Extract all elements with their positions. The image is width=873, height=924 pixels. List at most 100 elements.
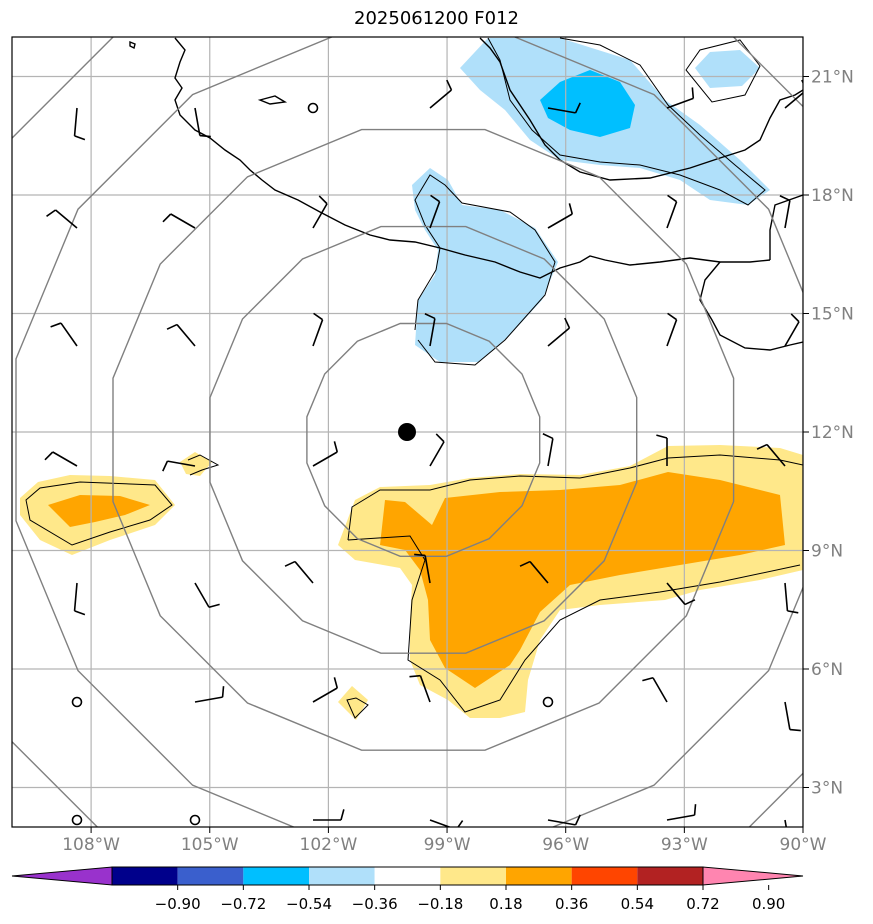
wind-barb [313, 809, 345, 821]
map-title: 2025061200 F012 [354, 8, 519, 29]
colorbar-segment [506, 867, 572, 885]
colorbar-label: 0.36 [555, 895, 588, 913]
wind-barb [194, 107, 211, 138]
latitude-label: 15°N [811, 305, 854, 325]
wind-barb [166, 323, 196, 347]
wind-barbs [44, 79, 803, 827]
coastline-central-america [769, 194, 803, 260]
longitude-label: 102°W [300, 835, 358, 855]
contour-line [346, 697, 369, 719]
wind-barb [779, 195, 791, 229]
colorbar-extend-low [11, 866, 113, 886]
range-ring [306, 322, 541, 557]
colorbar-segment [243, 867, 309, 885]
colorbar-segment [309, 867, 375, 885]
contour-line [685, 39, 761, 103]
wind-barb [312, 677, 339, 703]
wind-barb [50, 322, 78, 347]
longitude-labels: 108°W 105°W 102°W 99°W 96°W 93°W 90°W [62, 827, 827, 855]
longitude-label: 96°W [542, 835, 589, 855]
colorbar-label: 0.54 [621, 895, 654, 913]
longitude-label: 105°W [181, 835, 239, 855]
wind-barb [73, 582, 86, 616]
wind-barb [547, 317, 571, 347]
wind-barb [429, 819, 464, 827]
wind-barb [666, 312, 678, 347]
wind-barb [162, 460, 196, 472]
coastline-central-america-south [699, 261, 803, 351]
wind-barb [666, 804, 697, 821]
latitude-label: 21°N [811, 68, 854, 88]
longitude-label: 93°W [661, 835, 708, 855]
wind-barb [312, 441, 339, 467]
colorbar-segment [177, 867, 244, 885]
wind-barb [429, 433, 445, 467]
wind-barb-calm [307, 102, 319, 114]
latitude-label: 3°N [811, 779, 843, 799]
wind-barb [547, 203, 574, 229]
graticule [12, 37, 803, 827]
anomaly-fills [20, 38, 803, 720]
colorbar-label: 0.18 [489, 895, 522, 913]
wind-barb [429, 79, 453, 109]
coastline-island [129, 40, 136, 50]
colorbar-label: −0.90 [155, 895, 201, 913]
wind-barb [312, 195, 328, 229]
wind-barb [44, 451, 78, 467]
contour-line [347, 454, 803, 541]
longitude-label: 99°W [424, 835, 471, 855]
contour-line [187, 454, 220, 476]
strong-negative-anomaly-area [540, 70, 635, 137]
wind-barb-calm [71, 696, 83, 708]
positive-anomaly-area-small-west [180, 452, 212, 476]
wind-barb [642, 676, 668, 703]
colorbar-segment [440, 867, 506, 885]
strong-positive-anomaly-area-west [48, 495, 150, 527]
range-ring [209, 225, 638, 654]
colorbar-label: −0.72 [220, 895, 266, 913]
wind-barb [666, 194, 678, 229]
latitude-labels: 3°N 6°N 9°N 12°N 15°N 18°N 21°N [803, 68, 854, 799]
wind-barb [409, 674, 431, 703]
wind-barb [312, 312, 324, 347]
positive-anomaly-area-small-south [338, 686, 368, 720]
colorbar-label: −0.54 [286, 895, 332, 913]
coastline-mexico-east [479, 37, 803, 181]
contour-line [487, 37, 766, 206]
wind-barb [756, 443, 786, 467]
wind-barb [429, 194, 441, 229]
wind-barb [666, 582, 696, 606]
colorbar-label: 0.90 [752, 895, 785, 913]
wind-barb [194, 686, 225, 703]
latitude-label: 18°N [811, 186, 854, 206]
coastline-mexico [174, 37, 771, 279]
wind-barb-calm [71, 814, 83, 826]
colorbar-segment [637, 867, 703, 885]
longitude-label: 90°W [780, 835, 827, 855]
latitude-label: 12°N [811, 423, 854, 443]
coastline-island [257, 95, 288, 105]
latitude-label: 6°N [811, 660, 843, 680]
colorbar-segment [374, 867, 441, 885]
wind-barb [284, 560, 314, 584]
colorbar-extend-high [702, 866, 804, 886]
colorbar-label: −0.18 [417, 895, 463, 913]
wind-barb [414, 553, 431, 584]
contour-lines [25, 37, 803, 719]
wind-barb [784, 819, 788, 827]
wind-barb [666, 87, 695, 109]
contour-line [25, 481, 173, 546]
colorbar-frame [111, 866, 704, 886]
colorbar-segment [571, 867, 638, 885]
colorbar-segment [112, 867, 178, 885]
wind-barb [73, 107, 86, 141]
colorbar-label: −0.36 [352, 895, 398, 913]
wind-barb [542, 433, 554, 467]
contour-line [347, 535, 801, 713]
contour-line [414, 174, 556, 366]
wind-barb [519, 560, 549, 584]
wind-barb [547, 102, 581, 114]
wind-barb [547, 814, 581, 826]
wind-barb [656, 434, 668, 466]
wind-barb [784, 313, 800, 347]
